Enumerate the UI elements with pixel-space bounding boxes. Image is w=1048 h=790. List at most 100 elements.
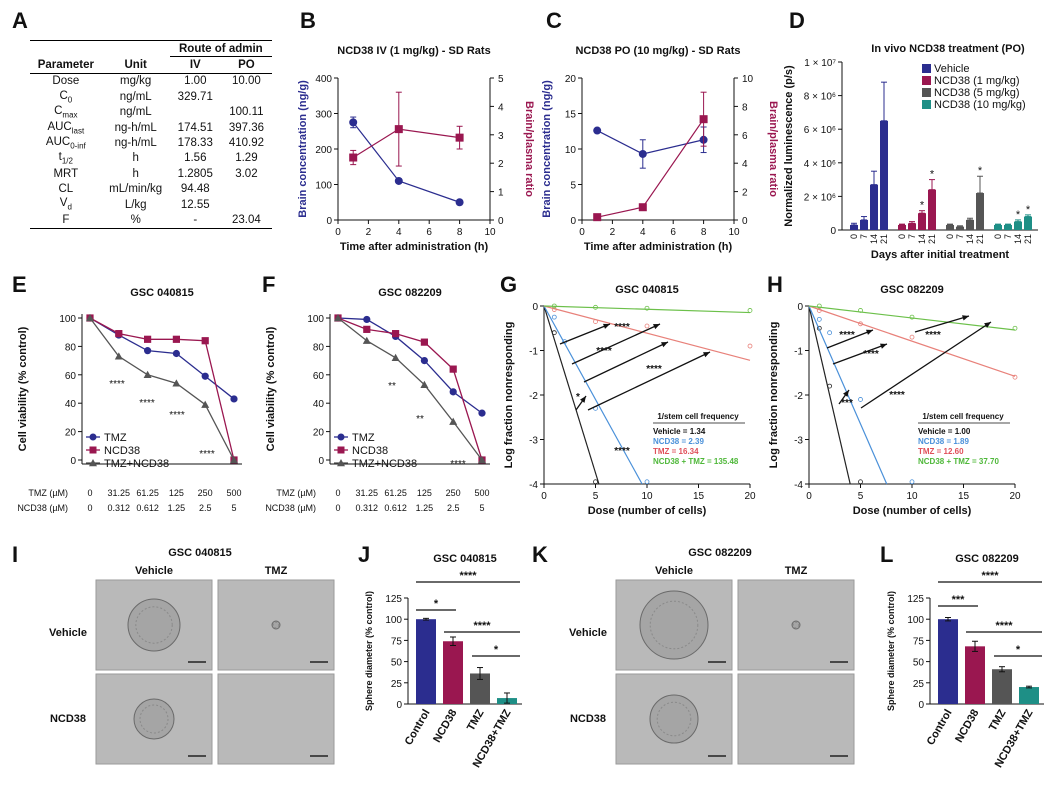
data-point [420,357,428,365]
y-tick-label: 0 [326,216,332,227]
arrow-head [962,315,969,321]
bar [928,189,936,230]
comparison-arrow [914,315,970,333]
table-cell: 1.56 [184,152,207,165]
x-tick-label: Control [403,708,433,748]
significance-star: **** [139,398,155,409]
table-cell: ng/mL [119,106,152,119]
y-tick-label: 15 [565,110,577,121]
fit-line [543,305,751,361]
panel-label-i: I [12,542,19,567]
y-tick-label: 75 [391,636,403,647]
x-tick-label: 4 [396,227,402,238]
arrow-head [866,329,873,335]
y-tick-label: -4 [794,480,803,491]
frequency-value: Vehicle = 1.34 [653,427,706,436]
y-tick-label: 80 [65,342,77,353]
table-cell: F [62,213,70,226]
significance-star: *** [841,398,853,409]
data-point [455,198,464,207]
y2-tick-label: 3 [498,131,504,142]
table-cell: h [132,167,139,180]
x-tick-label: 14 [869,234,879,244]
y-tick-label: 0 [532,302,538,313]
significance-star: * [576,392,580,403]
y2-tick-label: 8 [742,102,748,113]
y-tick-label: 100 [59,314,76,325]
table-cell: ng/mL [119,90,152,103]
table-cell: h [132,152,139,165]
table-cell: 12.55 [180,198,210,211]
y-tick-label: 25 [391,679,403,690]
data-point [201,400,210,408]
y2-tick-label: 5 [498,74,504,85]
x-tick-label: 0 [806,491,812,502]
panel-label-h: H [767,272,783,297]
panel-label-d: D [789,8,805,33]
y-tick-label: 0 [318,456,324,467]
column-label: Vehicle [135,565,173,577]
panel-label-f: F [262,272,276,297]
y-axis-label: Brain concentration (ng/g) [297,80,309,218]
x-tick-label: 14 [1013,234,1023,244]
column-label: Vehicle [655,565,693,577]
micrograph-panel-i: GSC 040815 Vehicle TMZ Vehicle NCD38 [49,547,335,765]
legend-marker [89,459,97,467]
y-tick-label: -1 [529,347,538,358]
panel-label-k: K [532,542,548,567]
sphere [791,620,801,630]
x-tick-label: 0.612 [136,503,159,513]
series-line [337,317,483,414]
bar [946,224,954,230]
significance-star: **** [981,570,999,582]
x-tick-label: 10 [641,491,653,502]
bar [1024,216,1032,230]
y2-tick-label: 4 [742,159,748,170]
x-tick-label: 5 [479,503,484,513]
data-point [420,338,428,346]
data-point [593,479,598,485]
significance-star: **** [596,346,612,357]
data-point [201,372,209,380]
arrow-head [603,323,610,329]
arrow-head [880,343,887,349]
micrograph-panel-k: GSC 082209 Vehicle TMZ Vehicle NCD38 [569,547,855,765]
data-point [478,409,486,417]
x-axis-label: Time after administration (h) [584,241,733,253]
x-tick-label: 5 [593,491,599,502]
data-point [115,330,123,338]
data-point [455,133,464,142]
table-cell [221,89,272,104]
bar [470,673,490,704]
comparison-arrow [860,321,992,409]
y-tick-label: 80 [313,342,325,353]
x-tick-label: Control [925,708,955,748]
x-tick-label: 125 [417,488,432,498]
significance-star: * [930,169,935,181]
series-line [89,317,235,461]
x-tick-label: 6 [426,227,432,238]
data-point [747,343,753,349]
data-point [593,213,602,222]
x-tick-label: 5 [858,491,864,502]
bar [1004,224,1012,230]
micrograph-image [217,673,335,765]
data-point [909,479,915,485]
table-cell: 1.00 [184,75,207,88]
bar [966,219,974,230]
route-header: Route of admin [169,40,272,58]
fit-line [808,305,1016,377]
x-tick-label: TMZ [987,707,1009,733]
y-tick-label: 100 [907,615,924,626]
panel-label-j: J [358,542,371,567]
legend-label: NCD38 (5 mg/kg) [934,87,1020,99]
legend-label: NCD38 [352,445,388,457]
chart-title: GSC 082209 [378,287,442,299]
data-point [699,115,708,124]
micrograph-image [737,673,855,765]
data-point [363,315,371,324]
sphere-texture [272,621,280,629]
y-tick-label: 200 [315,145,332,156]
sphere [271,620,281,630]
table-row: C0 ng/mL 329.71 [30,89,272,104]
